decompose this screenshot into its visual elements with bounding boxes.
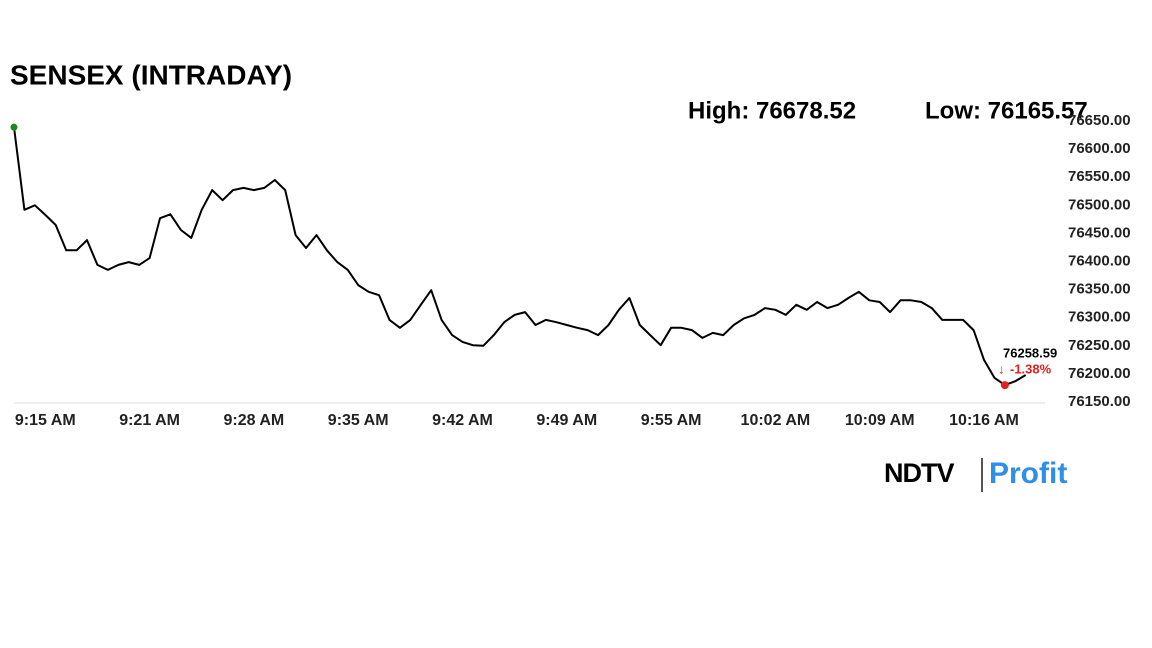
y-tick-label: 76300.00 xyxy=(1068,309,1131,326)
y-tick-label: 76450.00 xyxy=(1068,224,1131,241)
x-tick-label: 9:15 AM xyxy=(15,412,76,429)
y-tick-label: 76350.00 xyxy=(1068,281,1131,298)
low-point xyxy=(1000,381,1009,390)
x-tick-label: 9:35 AM xyxy=(328,412,389,429)
x-tick-label: 10:02 AM xyxy=(741,412,811,429)
change-arrow: ↓ xyxy=(998,361,1005,376)
y-tick-label: 76550.00 xyxy=(1068,168,1131,185)
change-label: -1.38% xyxy=(1010,361,1052,376)
x-tick-label: 9:42 AM xyxy=(432,412,493,429)
y-tick-label: 76400.00 xyxy=(1068,252,1131,269)
x-tick-label: 9:49 AM xyxy=(536,412,597,429)
y-tick-label: 76500.00 xyxy=(1068,196,1131,213)
x-tick-label: 9:28 AM xyxy=(224,412,285,429)
x-tick-label: 9:21 AM xyxy=(119,412,180,429)
low-label: Low: 76165.57 xyxy=(925,97,1088,124)
x-tick-label: 10:09 AM xyxy=(845,412,915,429)
y-tick-label: 76200.00 xyxy=(1068,365,1131,382)
brand-profit: Profit xyxy=(989,457,1067,490)
brand-ndtv: NDTV xyxy=(884,458,954,488)
x-tick-label: 9:55 AM xyxy=(641,412,702,429)
start-point xyxy=(10,123,18,131)
y-tick-label: 76150.00 xyxy=(1068,393,1131,410)
last-value-label: 76258.59 xyxy=(1003,345,1057,360)
y-tick-label: 76650.00 xyxy=(1068,112,1131,129)
x-tick-label: 10:16 AM xyxy=(949,412,1019,429)
chart-title: SENSEX (INTRADAY) xyxy=(10,59,292,90)
y-tick-label: 76250.00 xyxy=(1068,337,1131,354)
high-label: High: 76678.52 xyxy=(688,97,856,124)
y-tick-label: 76600.00 xyxy=(1068,140,1131,157)
price-line xyxy=(13,127,1027,387)
